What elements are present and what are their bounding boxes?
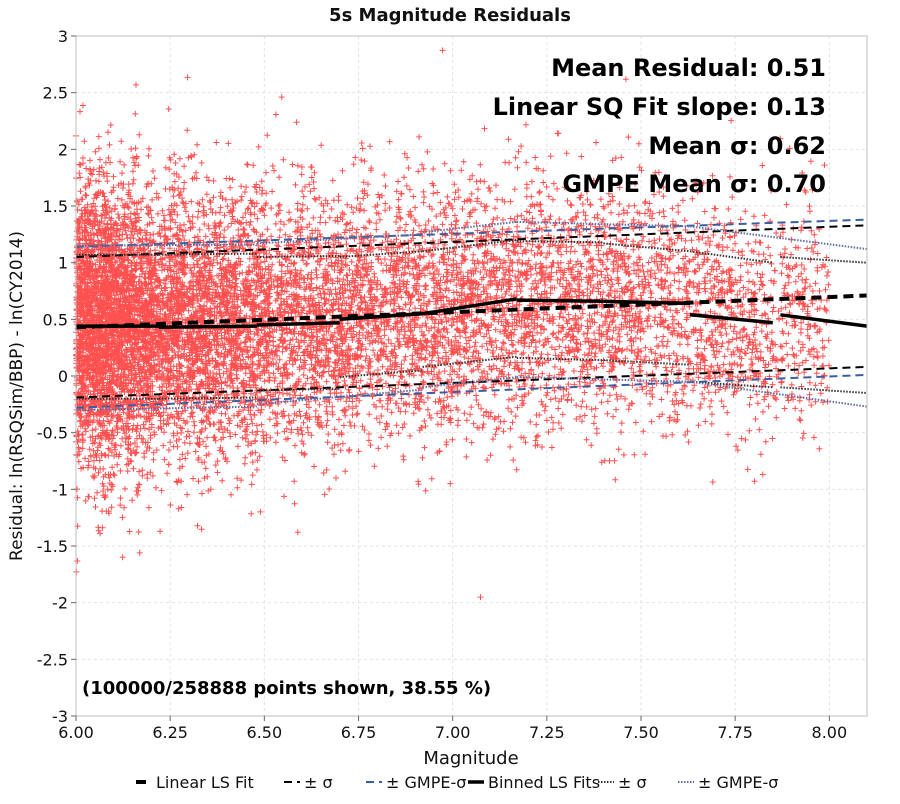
x-tick-label: 6.50 [247, 723, 283, 742]
x-tick-label: 8.00 [812, 723, 848, 742]
series-line-binned-ls-fits [158, 324, 257, 330]
y-tick-label: 0.5 [43, 310, 68, 329]
legend-label: Binned LS Fits [488, 773, 600, 792]
x-axis-label: Magnitude [423, 748, 518, 769]
scatter-points-bin [204, 139, 268, 517]
scatter-points-bin [73, 102, 117, 575]
legend-label: ± σ [618, 773, 647, 792]
annotation-points-shown: (100000/258888 points shown, 38.55 %) [82, 678, 491, 699]
series-line-gmpe [516, 220, 691, 228]
y-tick-label: 2 [58, 140, 68, 159]
x-tick-label: 7.50 [623, 723, 659, 742]
y-axis-label: Residual: ln(RSQSim/BBP) - ln(CY2014) [7, 231, 27, 561]
y-axis-ticks: -3 -2.5 -2 -1.5 -1 -0.5 0 0.5 1 1.5 2 2.5 3 [37, 27, 76, 726]
series-line-sigma [339, 369, 423, 379]
series-line-sigma [689, 250, 773, 264]
scatter-points [73, 47, 832, 601]
series-line-sigma [75, 224, 868, 258]
series-line-binned-ls-fits [256, 320, 340, 327]
scatter-points-bin [543, 76, 644, 483]
series-line-sigma [256, 387, 340, 392]
series-line-sigma [516, 240, 604, 244]
y-tick-label: -2.5 [37, 650, 68, 669]
series-line-gmpe [75, 218, 868, 248]
series-line-gmpe [256, 233, 423, 245]
series-line-sigma [422, 355, 517, 368]
y-tick-label: -3 [52, 707, 68, 726]
x-tick-label: 6.25 [152, 723, 188, 742]
scatter-points-bin [148, 74, 211, 535]
annotation-mean-sigma: Mean σ: 0.62 [648, 132, 826, 160]
series-line-sigma [256, 254, 340, 258]
series-line-binned-ls-fits [780, 313, 868, 328]
x-tick-label: 7.75 [717, 723, 753, 742]
series-line-sigma [339, 250, 423, 258]
x-axis-ticks: 6.00 6.25 6.50 6.75 7.00 7.25 7.50 7.75 8.00 [58, 716, 847, 742]
y-tick-label: 2.5 [43, 84, 68, 103]
legend-label: Linear LS Fit [156, 773, 254, 792]
series-line-gmpe [422, 376, 517, 389]
x-tick-label: 6.75 [341, 723, 377, 742]
series-line-sigma [689, 380, 773, 389]
x-tick-label: 7.00 [435, 723, 471, 742]
series-line-gmpe [422, 220, 517, 234]
series-line-sigma [158, 252, 257, 256]
x-tick-label: 7.25 [529, 723, 565, 742]
y-tick-label: 1 [58, 254, 68, 273]
series-line-gmpe [75, 373, 868, 409]
series-line-binned-ls-fits [516, 298, 604, 303]
annotation-gmpe-mean-sigma: GMPE Mean σ: 0.70 [562, 170, 826, 198]
series-line-sigma [603, 359, 691, 366]
y-tick-label: 1.5 [43, 197, 68, 216]
scatter-points-bin [261, 94, 362, 536]
series-line-sigma [780, 386, 868, 394]
y-tick-label: -1 [52, 480, 68, 499]
y-tick-label: -2 [52, 594, 68, 613]
scatter-points-bin [638, 117, 739, 485]
series-line-linear-ls-fit [75, 293, 868, 330]
annotation-linear-fit-slope: Linear SQ Fit slope: 0.13 [493, 93, 826, 121]
legend: Linear LS Fit ± σ ± GMPE-σ Binned LS Fits ± … [136, 773, 778, 792]
series-line-sigma [516, 356, 604, 362]
series-line-gmpe [256, 388, 423, 406]
series-line-binned-ls-fits [603, 299, 691, 306]
fit-lines [75, 218, 868, 411]
legend-label: ± GMPE-σ [698, 773, 778, 792]
y-tick-label: 3 [58, 27, 68, 46]
y-tick-label: -1.5 [37, 537, 68, 556]
x-tick-label: 6.00 [58, 723, 94, 742]
scatter-points-bin [449, 121, 550, 601]
series-line-binned-ls-fits [339, 311, 423, 322]
series-line-sigma [422, 239, 517, 253]
series-line-sigma [603, 242, 691, 253]
series-line-sigma [158, 396, 257, 400]
series-line-gmpe [75, 405, 257, 411]
series-line-gmpe [75, 243, 257, 247]
series-line-gmpe [516, 376, 691, 383]
legend-label: ± GMPE-σ [386, 773, 466, 792]
scatter-points-bin [110, 81, 155, 561]
y-tick-label: 0 [58, 367, 68, 386]
series-line-binned-ls-fits [689, 313, 773, 325]
series-line-sigma [780, 256, 868, 264]
annotation-mean-residual: Mean Residual: 0.51 [551, 54, 826, 82]
chart-title: 5s Magnitude Residuals [329, 5, 571, 26]
legend-label: ± σ [304, 773, 333, 792]
y-tick-label: -0.5 [37, 424, 68, 443]
series-line-binned-ls-fits [422, 297, 517, 316]
